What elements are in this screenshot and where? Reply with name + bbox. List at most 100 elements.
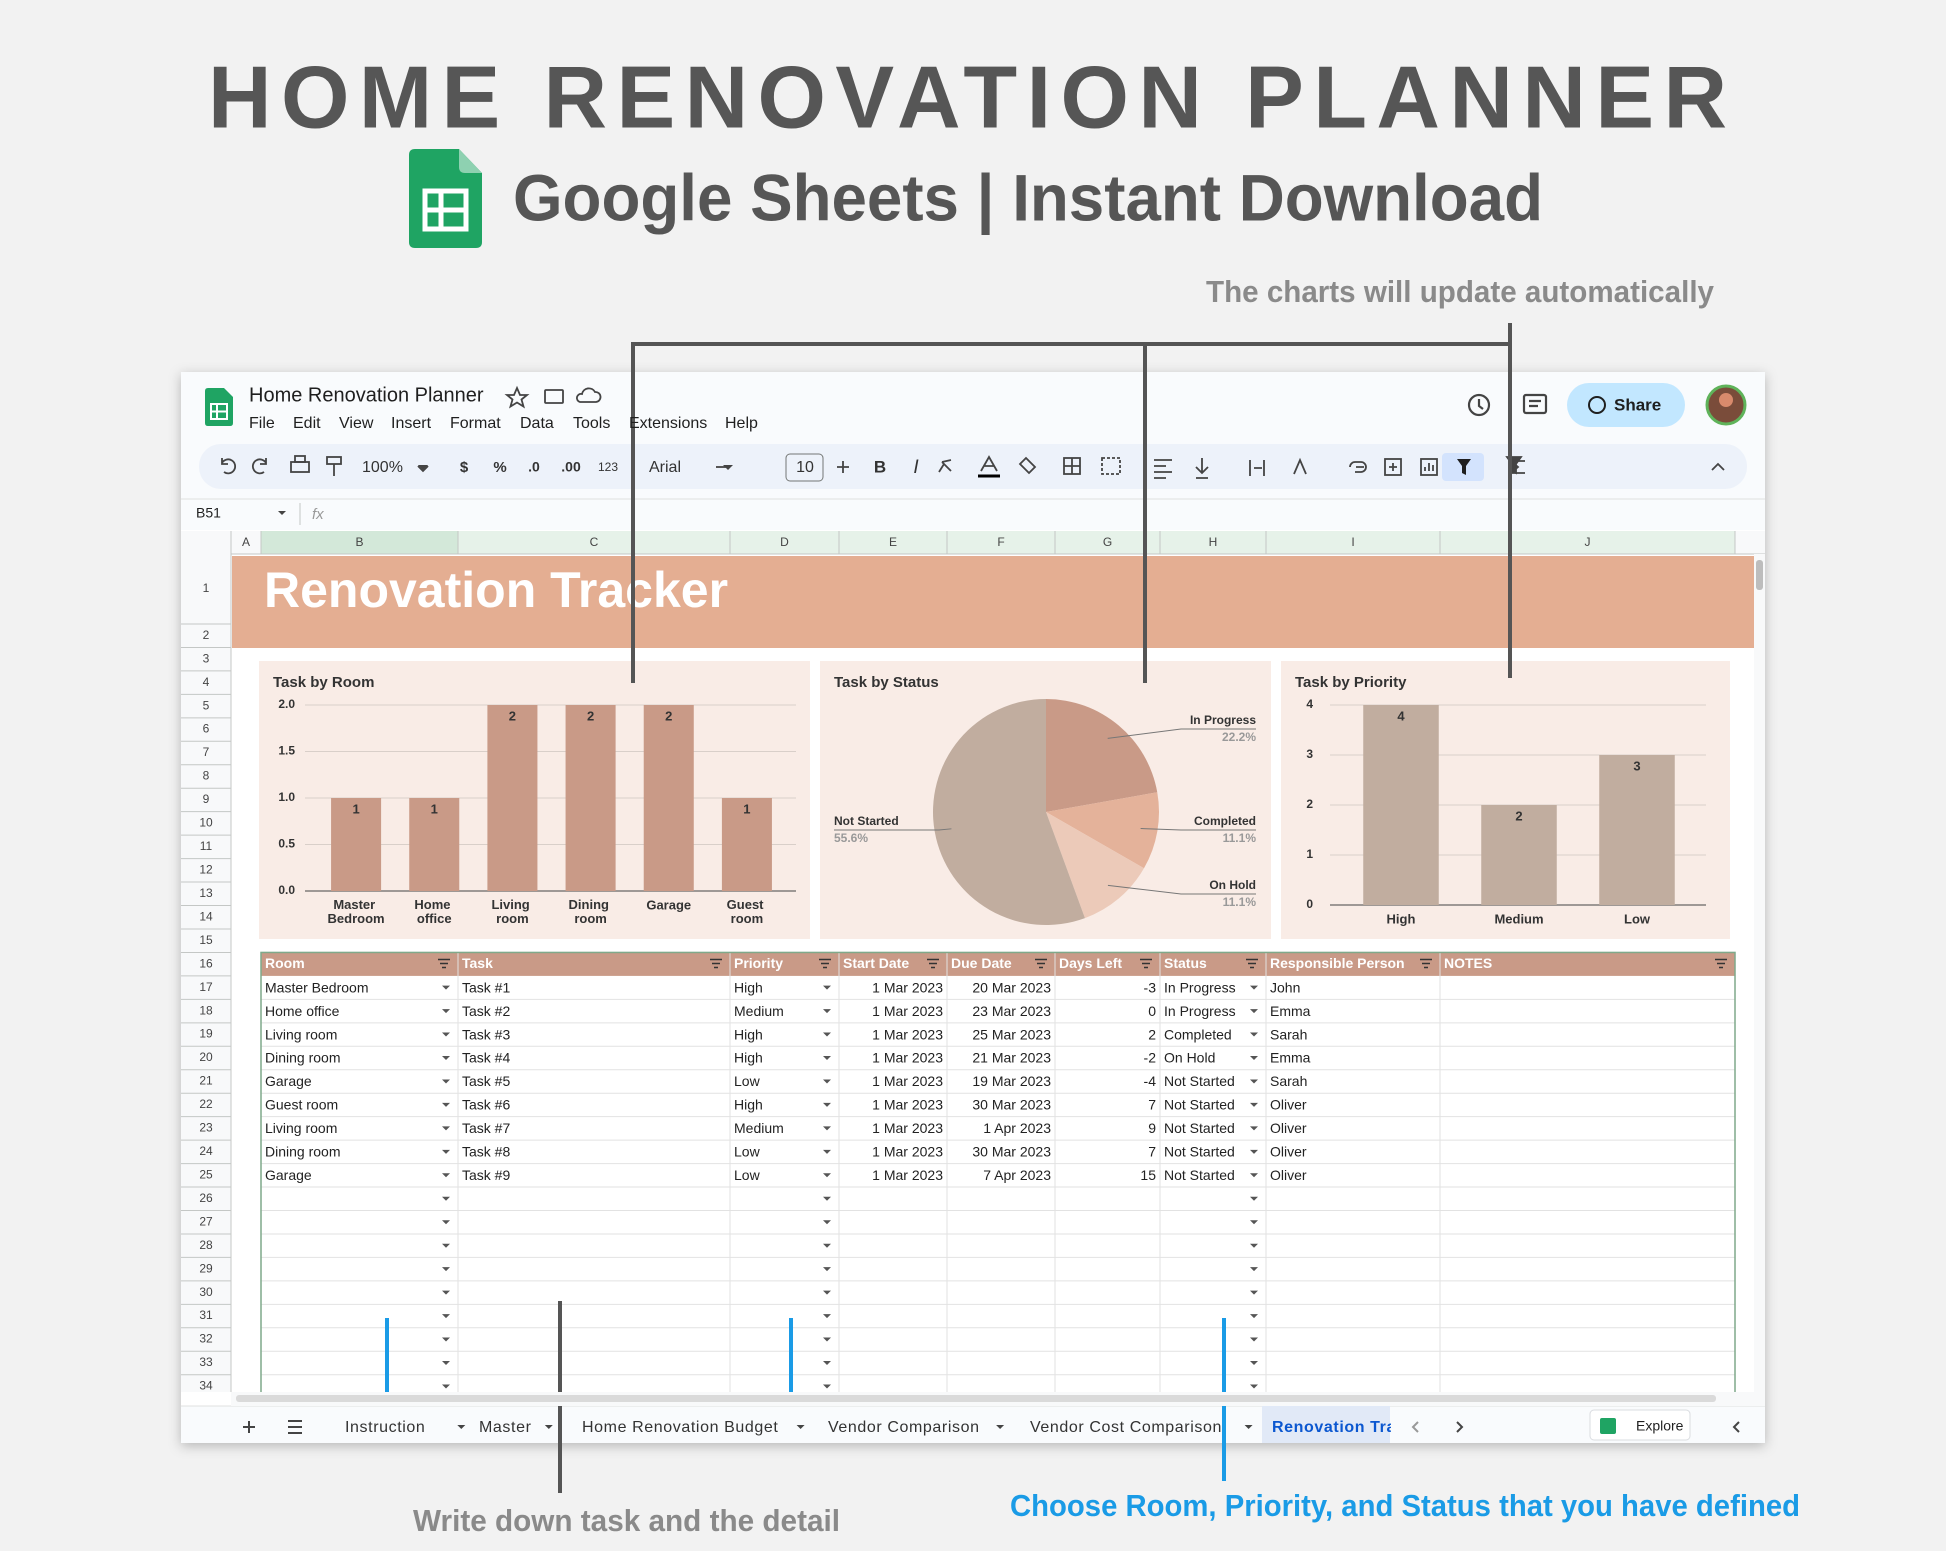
scrollbar-thumb[interactable] <box>1756 560 1763 590</box>
dropdown-chip[interactable] <box>1250 1102 1258 1107</box>
dropdown-chip[interactable] <box>442 1243 450 1248</box>
app-logo[interactable] <box>205 388 233 426</box>
menu-item[interactable]: Edit <box>293 415 321 432</box>
filter-button[interactable] <box>1035 958 1047 969</box>
toolbar-item[interactable]: B <box>874 457 886 476</box>
tab-bar-icons[interactable] <box>243 1420 1740 1434</box>
dropdown-chip[interactable] <box>823 1337 831 1342</box>
toolbar-item[interactable]: $ <box>460 459 469 476</box>
dropdown-chip[interactable] <box>1250 1360 1258 1365</box>
menu-item[interactable]: View <box>339 415 374 432</box>
dropdown-chip[interactable] <box>1250 1149 1258 1154</box>
menu-item[interactable]: Help <box>725 415 758 432</box>
font-size-box[interactable] <box>785 453 824 482</box>
dropdown-chip[interactable] <box>823 1360 831 1365</box>
tab-menu-arrow[interactable] <box>1244 1425 1253 1429</box>
sheet-tab[interactable]: Vendor Comparison <box>828 1419 980 1436</box>
toolbar-item[interactable]: I <box>913 457 919 478</box>
sheet-tab[interactable]: Renovation Tra <box>1272 1419 1396 1436</box>
dropdown-chip[interactable] <box>442 1196 450 1201</box>
dropdown-chip[interactable] <box>1250 1056 1258 1061</box>
menu-item[interactable]: Data <box>520 415 554 432</box>
dropdown-chip[interactable] <box>1250 1009 1258 1014</box>
dropdown-chip[interactable] <box>442 1360 450 1365</box>
dropdown-chip[interactable] <box>823 1102 831 1107</box>
dropdown-chip[interactable] <box>442 1126 450 1131</box>
dropdown-chip[interactable] <box>442 1384 450 1389</box>
dropdown-chip[interactable] <box>823 1196 831 1201</box>
dropdown-chip[interactable] <box>1250 985 1258 990</box>
dropdown-chip[interactable] <box>1250 1126 1258 1131</box>
dropdown-chip[interactable] <box>1250 1314 1258 1319</box>
dropdown-chip[interactable] <box>442 1220 450 1225</box>
toolbar-item[interactable]: 100% <box>362 459 403 476</box>
menu-item[interactable]: Format <box>450 415 501 432</box>
toolbar-item[interactable]: % <box>493 459 506 476</box>
menu-item[interactable]: File <box>249 415 275 432</box>
tab-menu-arrow[interactable] <box>457 1425 466 1429</box>
dropdown-chip[interactable] <box>1250 1243 1258 1248</box>
dropdown-chip[interactable] <box>442 1337 450 1342</box>
dropdown-chip[interactable] <box>1250 1032 1258 1037</box>
menu-item[interactable]: Extensions <box>629 415 707 432</box>
dropdown-chip[interactable] <box>823 1126 831 1131</box>
menu-item[interactable]: Tools <box>573 415 610 432</box>
filter-button[interactable] <box>1715 958 1727 969</box>
filter-button[interactable] <box>438 958 450 969</box>
toolbar-item[interactable]: .00 <box>561 459 581 475</box>
active-tab[interactable] <box>1262 1406 1390 1443</box>
filter-button[interactable] <box>710 958 722 969</box>
dropdown-chip[interactable] <box>823 1384 831 1389</box>
tab-menu-arrow[interactable] <box>796 1425 805 1429</box>
tab-menu-arrow[interactable] <box>996 1425 1005 1429</box>
sheet-tab[interactable]: Vendor Cost Comparison <box>1030 1419 1222 1436</box>
dropdown-chip[interactable] <box>823 1314 831 1319</box>
header-icons[interactable] <box>1467 393 1548 417</box>
dropdown-chip[interactable] <box>1250 1079 1258 1084</box>
filter-button[interactable] <box>1246 958 1258 969</box>
sheet-tab[interactable]: Master <box>479 1419 532 1436</box>
sheet-tab[interactable]: Instruction <box>345 1419 425 1436</box>
dropdown-chip[interactable] <box>442 1032 450 1037</box>
dropdown-chip[interactable] <box>823 1032 831 1037</box>
dropdown-chip[interactable] <box>823 1149 831 1154</box>
dropdown-chip[interactable] <box>823 1220 831 1225</box>
dropdown-chip[interactable] <box>823 1243 831 1248</box>
toolbar-item[interactable]: .0 <box>528 459 540 475</box>
filter-button[interactable] <box>1140 958 1152 969</box>
dropdown-chip[interactable] <box>1250 1220 1258 1225</box>
toolbar-item[interactable]: 123 <box>598 460 618 474</box>
cell-reference[interactable]: B51 <box>196 505 221 521</box>
filter-button[interactable] <box>927 958 939 969</box>
dropdown-chip[interactable] <box>442 1267 450 1272</box>
dropdown-chip[interactable] <box>1250 1337 1258 1342</box>
dropdown-chip[interactable] <box>823 1056 831 1061</box>
dropdown-chip[interactable] <box>442 1149 450 1154</box>
toolbar-icons[interactable] <box>221 455 1725 479</box>
dropdown-chip[interactable] <box>442 1314 450 1319</box>
dropdown-chip[interactable] <box>442 1173 450 1178</box>
dropdown-chip[interactable] <box>442 1009 450 1014</box>
dropdown-chip[interactable] <box>823 1173 831 1178</box>
tab-menu-arrow[interactable] <box>544 1425 553 1429</box>
dropdown-chip[interactable] <box>442 1056 450 1061</box>
toolbar-item[interactable]: 10 <box>796 459 814 476</box>
dropdown-chip[interactable] <box>442 1290 450 1295</box>
filter-button[interactable] <box>819 958 831 969</box>
toolbar-item[interactable]: Arial <box>649 459 681 476</box>
dropdown-chip[interactable] <box>442 1079 450 1084</box>
explore-label[interactable]: Explore <box>1636 1418 1684 1434</box>
dropdown-chip[interactable] <box>442 985 450 990</box>
title-icons[interactable] <box>504 385 602 409</box>
dropdown-chip[interactable] <box>823 1009 831 1014</box>
menu-item[interactable]: Insert <box>391 415 432 432</box>
dropdown-chip[interactable] <box>1250 1173 1258 1178</box>
dropdown-chip[interactable] <box>442 1102 450 1107</box>
share-button[interactable] <box>1567 383 1685 427</box>
doc-title[interactable]: Home Renovation Planner <box>249 384 484 406</box>
share-label[interactable]: Share <box>1614 395 1661 414</box>
dropdown-chip[interactable] <box>823 985 831 990</box>
dropdown-chip[interactable] <box>823 1267 831 1272</box>
dropdown-chip[interactable] <box>1250 1196 1258 1201</box>
dropdown-chip[interactable] <box>823 1290 831 1295</box>
